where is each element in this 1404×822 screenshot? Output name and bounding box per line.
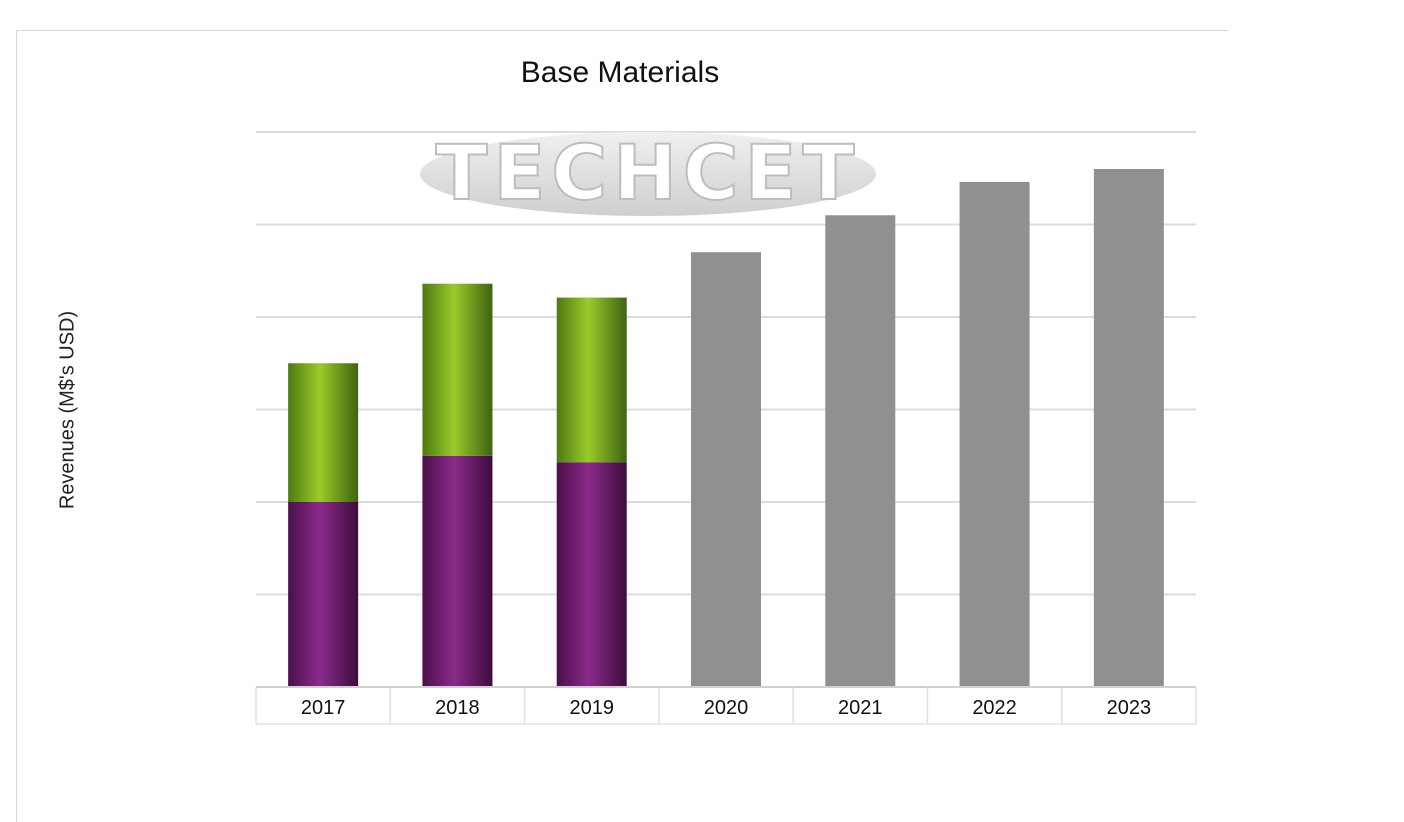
x-tick-label-2018: 2018 xyxy=(435,697,480,719)
watermark-logo: TECHCET xyxy=(420,127,876,218)
x-tick-label-2021: 2021 xyxy=(838,697,883,719)
chart-frame xyxy=(16,30,1228,822)
x-axis: 2017 2018 2019 2020 2021 2022 2023 xyxy=(255,686,1197,725)
bar-2022-series-3 xyxy=(959,181,1030,687)
bar-2019-series-2 xyxy=(556,297,627,463)
x-tick-label-2020: 2020 xyxy=(704,697,749,719)
bar-2019-series-1 xyxy=(556,462,627,687)
bar-2018-series-2 xyxy=(422,283,493,456)
bar-2023-series-3 xyxy=(1093,169,1164,687)
bar-2017-series-1 xyxy=(288,502,359,687)
bar-2017-series-2 xyxy=(288,363,359,502)
bar-2018-series-1 xyxy=(422,455,493,687)
x-tick-label-2022: 2022 xyxy=(972,697,1017,719)
x-tick-label-2019: 2019 xyxy=(569,697,614,719)
bars xyxy=(288,169,1164,687)
x-tick-label-2023: 2023 xyxy=(1107,697,1152,719)
bar-2020-series-3 xyxy=(691,252,761,687)
svg-text:TECHCET: TECHCET xyxy=(436,128,861,217)
chart-title: Base Materials xyxy=(520,56,720,89)
bar-2021-series-3 xyxy=(825,215,896,687)
x-tick-label-2017: 2017 xyxy=(301,697,346,719)
